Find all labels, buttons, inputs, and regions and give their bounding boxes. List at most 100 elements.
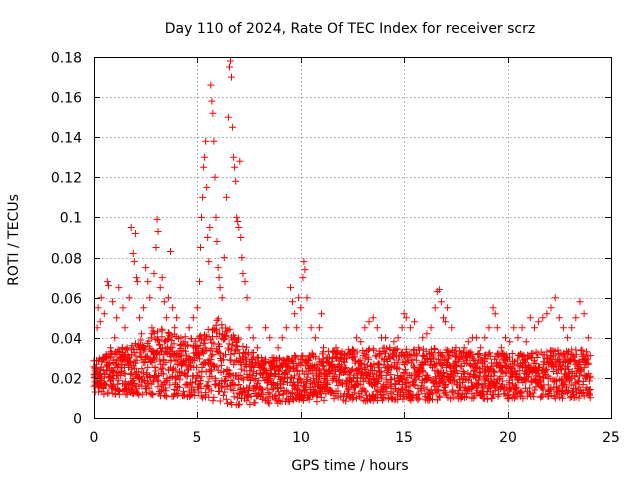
data-point <box>150 329 158 337</box>
data-point <box>426 395 433 402</box>
data-point <box>453 351 461 359</box>
data-point <box>370 346 378 354</box>
data-point <box>177 351 185 359</box>
data-point <box>216 343 223 350</box>
data-point <box>129 374 137 382</box>
data-point <box>136 314 143 322</box>
data-point <box>424 373 432 381</box>
data-point <box>336 354 344 362</box>
data-point <box>361 324 369 332</box>
data-point <box>271 395 279 403</box>
y-tick-label: 0.02 <box>51 372 82 388</box>
data-point <box>205 258 213 266</box>
data-point <box>539 386 547 394</box>
data-point <box>259 390 267 398</box>
data-point <box>248 372 256 380</box>
data-point <box>387 363 395 371</box>
data-point <box>303 294 311 302</box>
data-point <box>580 392 588 400</box>
data-point <box>208 366 215 374</box>
plot-frame <box>94 57 612 419</box>
data-point <box>266 334 274 342</box>
data-point <box>305 396 313 404</box>
data-point <box>270 354 278 362</box>
data-point <box>156 340 164 348</box>
data-point <box>115 376 123 384</box>
data-point <box>197 384 205 392</box>
data-point <box>565 387 573 395</box>
data-point <box>518 324 526 332</box>
data-point <box>94 304 102 312</box>
data-point <box>132 352 140 360</box>
data-point <box>455 389 463 397</box>
data-point <box>472 364 480 372</box>
data-point <box>245 386 253 394</box>
data-point <box>303 375 311 383</box>
data-point <box>559 394 566 402</box>
data-point <box>279 390 287 398</box>
data-point <box>302 382 309 390</box>
data-point <box>402 314 410 322</box>
data-point <box>185 324 193 332</box>
data-point <box>261 355 269 363</box>
data-point <box>419 368 427 376</box>
data-point <box>216 349 224 357</box>
data-point <box>584 334 592 342</box>
data-point <box>206 224 214 231</box>
data-point <box>445 355 453 363</box>
data-point <box>264 397 272 405</box>
data-point <box>419 334 427 342</box>
data-point <box>148 389 156 397</box>
data-point <box>107 344 114 352</box>
data-point <box>105 389 113 397</box>
data-point <box>386 344 394 352</box>
data-point <box>191 356 199 364</box>
data-point <box>213 238 221 245</box>
data-point <box>508 380 516 388</box>
data-point <box>113 314 121 322</box>
data-point <box>442 318 450 326</box>
data-point <box>297 304 305 312</box>
y-tick-label: 0.1 <box>60 211 82 227</box>
data-point <box>535 318 543 326</box>
data-point <box>356 356 364 364</box>
data-point <box>425 390 433 398</box>
data-point <box>95 388 103 396</box>
data-point <box>138 365 146 373</box>
data-point <box>197 377 205 385</box>
data-point <box>151 354 158 362</box>
data-point <box>165 335 172 343</box>
data-point <box>146 294 154 302</box>
data-point <box>480 376 488 384</box>
data-point <box>235 401 242 409</box>
data-point <box>191 337 199 345</box>
data-point <box>415 344 423 352</box>
y-tick-label: 0.08 <box>51 252 82 268</box>
data-point <box>394 334 402 342</box>
data-point <box>536 372 544 380</box>
data-point <box>193 343 201 351</box>
data-point <box>210 393 218 401</box>
data-point <box>182 347 189 355</box>
data-point <box>475 350 483 357</box>
data-point <box>287 284 294 292</box>
data-point <box>571 385 579 392</box>
data-point <box>226 369 234 377</box>
data-point <box>506 385 514 393</box>
data-point <box>173 314 181 322</box>
data-point <box>268 386 276 393</box>
data-point <box>135 368 143 376</box>
data-point <box>121 324 129 332</box>
data-point <box>324 354 332 362</box>
data-point <box>476 369 484 377</box>
y-tick-label: 0.04 <box>51 332 82 348</box>
data-point <box>472 371 480 379</box>
data-point <box>160 298 168 306</box>
data-point <box>238 254 246 262</box>
data-point <box>158 274 166 282</box>
data-point <box>175 383 183 391</box>
data-point <box>96 318 104 326</box>
data-point <box>326 370 334 378</box>
data-point <box>531 386 539 394</box>
data-point <box>133 278 141 286</box>
